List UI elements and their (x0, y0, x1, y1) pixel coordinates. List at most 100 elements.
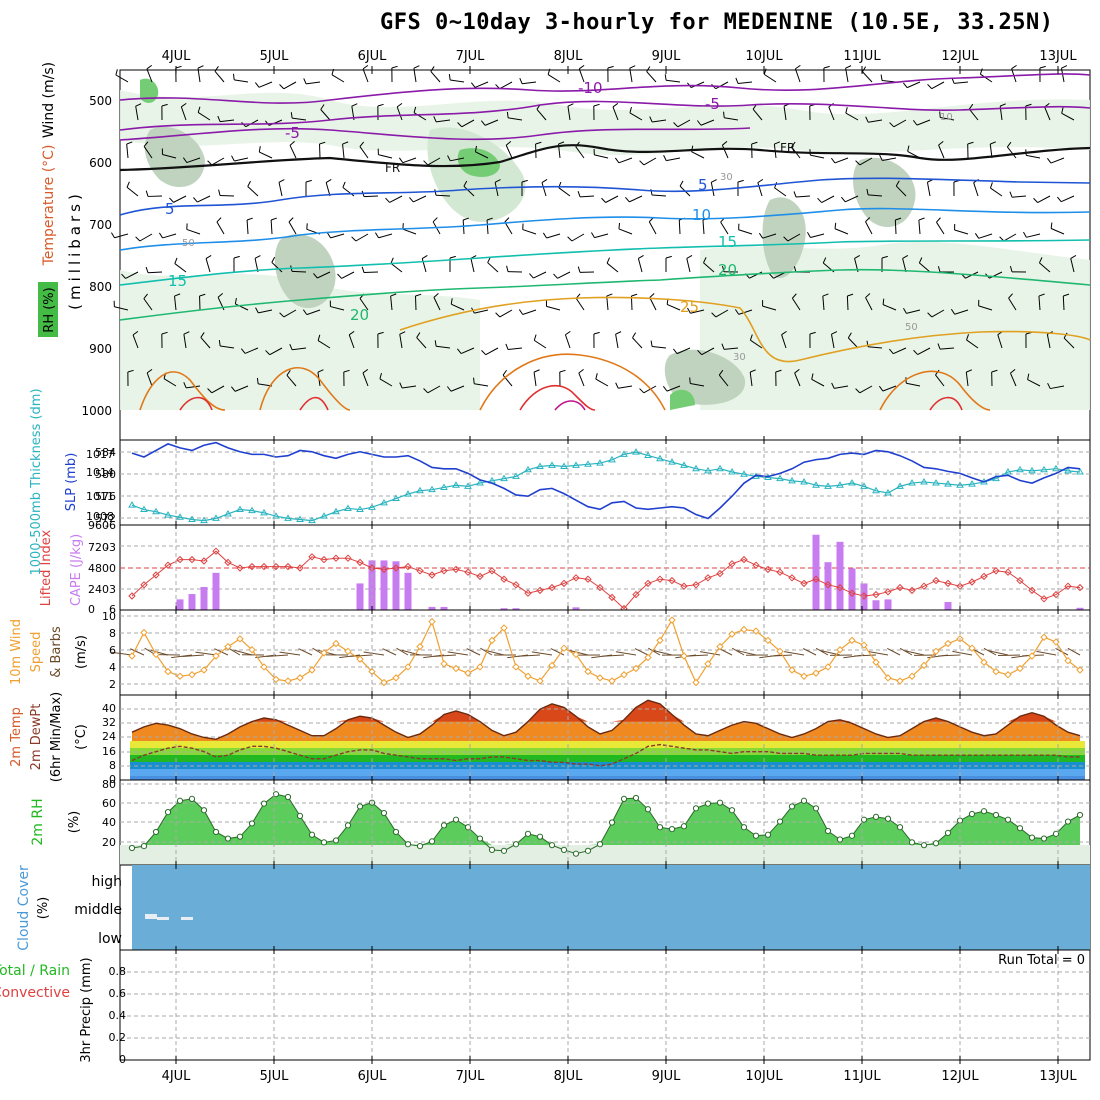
surface-barb (653, 650, 673, 656)
wind-barb (828, 106, 835, 121)
wind-barb-flag (990, 141, 996, 145)
wind-point (716, 642, 724, 651)
thickness-tick: 576 (95, 490, 116, 503)
wind-barb (143, 146, 153, 159)
upper-ytick: 500 (89, 94, 112, 108)
thickness-point (956, 481, 964, 488)
li-point (428, 571, 436, 579)
rh-point (452, 816, 460, 823)
wind-barb-flag (193, 197, 198, 203)
wind-barb-flag (374, 232, 379, 239)
rh-ylabel-units: (%) (67, 811, 82, 834)
wind-point (248, 646, 256, 654)
wind-barb-flag (646, 66, 651, 72)
surface-barb (171, 654, 193, 659)
thickness-point (200, 516, 208, 524)
wind-barb (882, 157, 897, 161)
wind-barb-flag (711, 312, 717, 318)
temp-band (130, 741, 1085, 748)
wind-barb-flag (232, 73, 235, 80)
wind-barb-flag (1046, 157, 1052, 164)
wind-barb (413, 112, 427, 121)
wind-barb (868, 119, 883, 123)
wind-barb-flag (413, 106, 417, 113)
thickness-point (836, 481, 844, 488)
wind-barb-flag (234, 297, 237, 305)
wind-barb-flag (270, 217, 277, 221)
thickness-point (680, 461, 688, 468)
wind-barb (906, 81, 921, 89)
wind-barb (762, 305, 777, 311)
wind-barb-flag (175, 65, 182, 69)
cape-bar (392, 561, 400, 610)
thickness-point (1016, 465, 1024, 473)
wind-barb-flag (302, 309, 308, 315)
wind-barb-flag (286, 370, 291, 376)
surface-barb (686, 654, 709, 657)
rh-point (428, 838, 436, 845)
wind-barb-flag (1027, 373, 1030, 380)
cape-bar (368, 560, 376, 610)
wind-barb (774, 187, 787, 197)
wind-barb-flag (504, 217, 510, 223)
wind-barb-flag (847, 293, 854, 297)
li-point (500, 575, 508, 583)
cape-bar (872, 600, 880, 610)
rh-tick: 40 (102, 816, 116, 829)
wind-barb-flag (1061, 65, 1068, 69)
wind-barb (505, 145, 513, 159)
wind-barb-flag (793, 191, 797, 198)
upper-ylabel-rh: RH (%) (42, 287, 57, 332)
wind-barb (474, 81, 489, 88)
wind-barb-flag (182, 157, 188, 163)
temp-tick: 0 (109, 773, 116, 786)
wind-barb-flag (474, 145, 478, 152)
wind-barb (822, 296, 825, 311)
rh-point (716, 799, 724, 806)
wind-barb (643, 157, 657, 166)
wind-barb-flag (351, 103, 358, 107)
wind-barb (632, 337, 643, 349)
wind-barb-flag (1061, 107, 1064, 114)
wind-barb (460, 347, 475, 354)
rh-point (884, 815, 892, 822)
wind-barb-flag (1057, 196, 1062, 202)
thickness-point (1040, 465, 1048, 473)
rh-point (776, 818, 784, 825)
wind-barb (701, 347, 715, 356)
wind-barb (1060, 68, 1065, 83)
wind-barb-flag (831, 331, 838, 335)
wind-point (620, 671, 628, 679)
temp-tick: 8 (109, 759, 116, 772)
wind-point (920, 661, 928, 670)
wind-barb (220, 345, 235, 349)
wind-barb-flag (559, 369, 566, 373)
wind-barb (306, 309, 321, 316)
contour-label: 20 (718, 261, 737, 279)
wind-barb (1038, 296, 1041, 311)
wind-barb (724, 347, 739, 350)
wind-barb (579, 195, 595, 198)
thickness-point (740, 470, 748, 477)
li-point (644, 579, 652, 588)
wind-barb (868, 346, 883, 349)
wind-barb (1027, 379, 1041, 387)
wind-barb (690, 309, 705, 314)
wind-barb (486, 219, 489, 235)
contour-label: 20 (350, 306, 369, 324)
wind-barb-flag (629, 65, 636, 69)
wind-barb-flag (433, 293, 439, 298)
thickness-point (776, 474, 784, 482)
rh-point (1016, 825, 1024, 832)
wind-barb-flag (809, 331, 816, 335)
li-point (740, 555, 748, 564)
wind-point (668, 616, 676, 624)
li-point (536, 586, 544, 595)
wind-point (260, 663, 268, 671)
wind-barb (794, 68, 801, 83)
rh-point (632, 794, 640, 802)
wind-barb-flag (446, 386, 452, 392)
wind-barb-flag (757, 178, 764, 184)
wind-barb-flag (409, 197, 414, 203)
wind-point (440, 660, 448, 668)
